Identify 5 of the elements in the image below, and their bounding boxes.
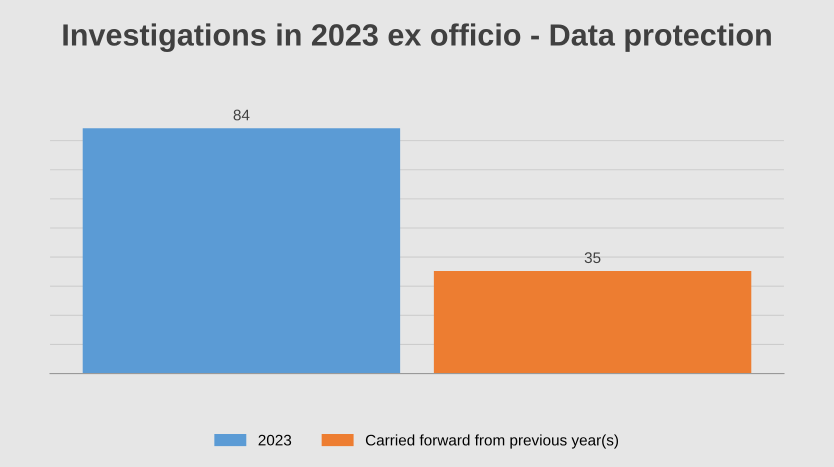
data-label: 84 — [234, 110, 250, 120]
data-label: 35 — [584, 252, 600, 264]
legend-label: Carried forward from previous year(s) — [366, 434, 618, 449]
chart-title: Investigations in 2023 ex officio - Data protection — [63, 23, 771, 52]
legend-label: 2023 — [258, 434, 292, 446]
